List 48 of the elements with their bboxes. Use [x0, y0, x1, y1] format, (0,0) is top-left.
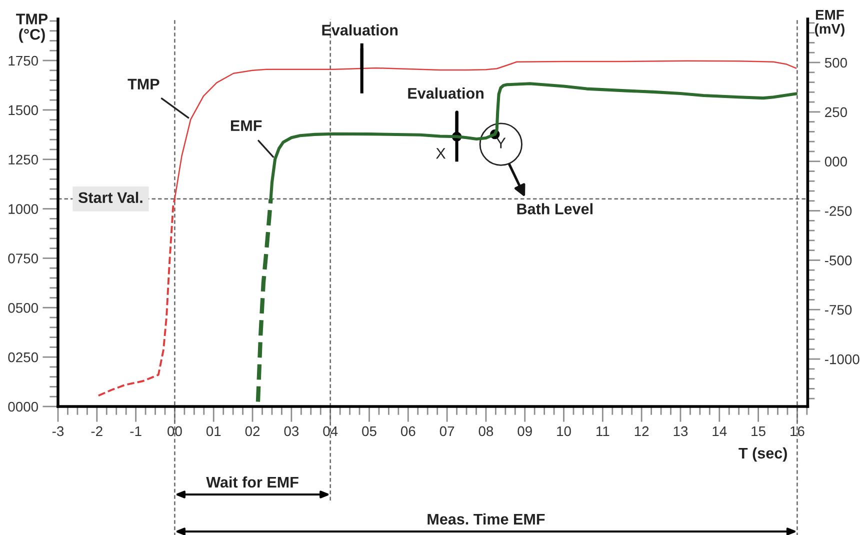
annotation: Bath Level [517, 203, 592, 214]
text: Meas. Time EMF [428, 513, 545, 525]
x-tick-label: 02 [245, 426, 260, 436]
x-tick-label: 08 [478, 426, 494, 436]
x-tick-label: 05 [362, 426, 376, 436]
x-tick-label: 00 [168, 426, 182, 436]
x-tick-label: 06 [400, 426, 416, 436]
y-tick-label: 1000 [8, 204, 38, 214]
y2-tick-label: 000 [824, 156, 847, 167]
x-tick-label: 03 [284, 426, 299, 436]
text: TMP [128, 78, 160, 90]
y2-tick-label: -1000 [824, 354, 860, 364]
y-tick-label: 0250 [8, 352, 38, 362]
y-tick-label: 0000 [8, 402, 38, 412]
x-tick-label: 11 [596, 426, 610, 436]
y2-tick-label: 250 [825, 107, 847, 118]
y-axis-title: TMP (°C) [16, 14, 48, 43]
x-tick-label: 14 [712, 426, 727, 436]
y2-axis-title: EMF (mV) [814, 10, 844, 36]
series-label: EMF [230, 120, 262, 131]
y-tick-label: 1750 [8, 56, 38, 66]
x-tick-label: 04 [323, 426, 338, 436]
annotation: X [436, 148, 446, 159]
x-tick-label: 12 [634, 426, 649, 436]
y2-tick-label: -250 [824, 206, 852, 216]
annotation: Y [496, 138, 506, 148]
x-tick-label: 01 [206, 426, 221, 436]
ref-line-label: Start Val. [78, 192, 142, 204]
y2-tick-label: -500 [824, 256, 852, 266]
x-tick-label: 09 [518, 426, 532, 436]
x-tick-label: -2 [91, 426, 102, 436]
y-tick-label: 1500 [8, 105, 38, 116]
y2-tick-label: -750 [824, 304, 852, 315]
text: Wait for EMF [206, 476, 298, 488]
y2-tick-label: 500 [824, 58, 847, 68]
x-tick-label: 16 [790, 426, 804, 436]
x-tick-label: -3 [52, 426, 64, 436]
x-tick-label: 13 [674, 426, 688, 436]
x-tick-label: 07 [440, 426, 454, 436]
x-tick-label: 15 [752, 426, 766, 436]
x-tick-label: -1 [130, 426, 142, 436]
x-axis-title: T (sec) [738, 447, 787, 462]
annotation: Evaluation [408, 88, 484, 99]
y-tick-label: 0750 [8, 254, 38, 264]
y-tick-label: 0500 [8, 302, 38, 313]
y-tick-label: 1250 [8, 154, 38, 165]
annotation: Evaluation [322, 24, 398, 36]
x-tick-label: 10 [557, 426, 571, 436]
